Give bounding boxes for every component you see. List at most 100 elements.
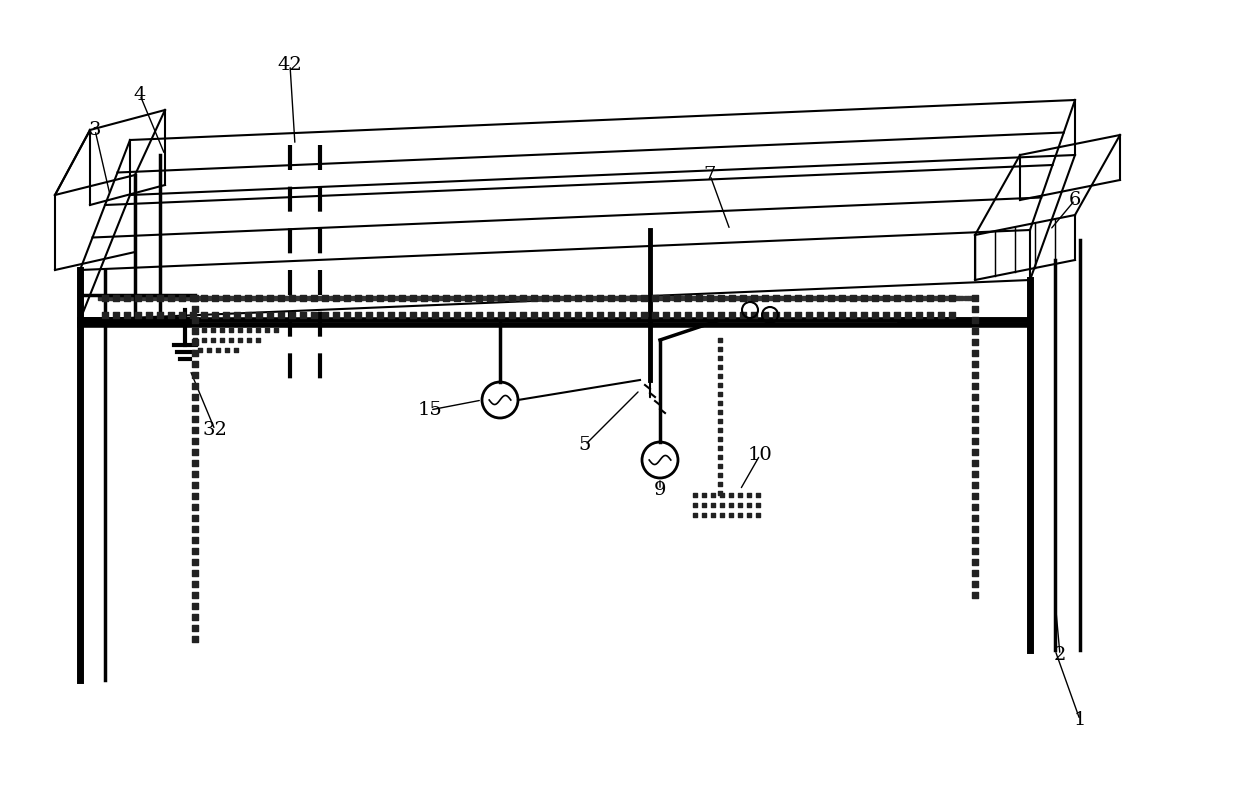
Point	[525, 308, 544, 321]
Point	[348, 308, 368, 321]
Point	[755, 308, 775, 321]
Point	[965, 324, 985, 337]
Point	[491, 308, 511, 321]
Point	[722, 292, 742, 305]
Point	[392, 308, 412, 321]
Text: 7: 7	[704, 166, 717, 184]
Point	[777, 308, 797, 321]
Point	[748, 488, 768, 501]
Point	[965, 335, 985, 348]
Point	[965, 314, 985, 327]
Point	[965, 391, 985, 404]
Point	[656, 292, 676, 305]
Point	[711, 433, 730, 446]
Point	[293, 308, 312, 321]
Point	[712, 508, 732, 521]
Point	[513, 308, 533, 321]
Point	[203, 334, 223, 347]
Point	[579, 308, 599, 321]
Point	[965, 446, 985, 458]
Point	[739, 488, 759, 501]
Point	[601, 308, 621, 321]
Point	[843, 308, 863, 321]
Point	[733, 308, 753, 321]
Point	[711, 415, 730, 427]
Point	[590, 292, 610, 305]
Point	[832, 308, 852, 321]
Point	[150, 292, 170, 305]
Point	[185, 622, 205, 634]
Point	[568, 308, 588, 321]
Point	[634, 292, 653, 305]
Point	[711, 308, 730, 321]
Point	[965, 588, 985, 601]
Point	[684, 499, 704, 511]
Text: 4: 4	[134, 86, 146, 104]
Text: 3: 3	[89, 121, 102, 139]
Point	[117, 292, 136, 305]
Point	[965, 567, 985, 580]
Point	[185, 545, 205, 557]
Point	[965, 489, 985, 502]
Point	[739, 499, 759, 511]
Point	[965, 457, 985, 469]
Point	[931, 292, 951, 305]
Point	[942, 292, 962, 305]
Text: 15: 15	[418, 401, 443, 419]
Point	[185, 611, 205, 623]
Point	[414, 292, 434, 305]
Point	[212, 324, 232, 336]
Point	[613, 308, 632, 321]
Point	[722, 508, 742, 521]
Point	[195, 292, 215, 305]
Point	[381, 308, 401, 321]
Point	[117, 308, 136, 321]
Point	[887, 292, 906, 305]
Point	[139, 308, 159, 321]
Point	[221, 334, 241, 347]
Point	[579, 292, 599, 305]
Point	[161, 292, 181, 305]
Point	[128, 308, 148, 321]
Point	[854, 308, 874, 321]
Point	[744, 292, 764, 305]
Point	[360, 292, 379, 305]
Point	[546, 292, 565, 305]
Point	[622, 308, 642, 321]
Text: 5: 5	[579, 436, 591, 454]
Point	[185, 500, 205, 513]
Point	[185, 600, 205, 612]
Point	[712, 499, 732, 511]
Point	[965, 412, 985, 425]
Point	[216, 292, 236, 305]
Point	[733, 292, 753, 305]
Point	[212, 334, 232, 347]
Point	[304, 308, 324, 321]
Point	[185, 347, 205, 359]
Point	[909, 292, 929, 305]
Point	[95, 308, 115, 321]
Point	[238, 308, 258, 321]
Point	[711, 370, 730, 382]
Point	[711, 396, 730, 409]
Point	[965, 511, 985, 524]
Point	[730, 499, 750, 511]
Point	[392, 292, 412, 305]
Point	[909, 308, 929, 321]
Point	[701, 308, 720, 321]
Point	[684, 488, 704, 501]
Point	[965, 500, 985, 513]
Point	[195, 324, 215, 336]
Point	[185, 335, 205, 348]
Point	[216, 308, 236, 321]
Point	[185, 423, 205, 436]
Point	[107, 292, 126, 305]
Point	[722, 308, 742, 321]
Point	[656, 308, 676, 321]
Point	[185, 556, 205, 569]
Point	[381, 292, 401, 305]
Point	[184, 308, 203, 321]
Point	[645, 292, 665, 305]
Point	[810, 292, 830, 305]
Point	[965, 534, 985, 546]
